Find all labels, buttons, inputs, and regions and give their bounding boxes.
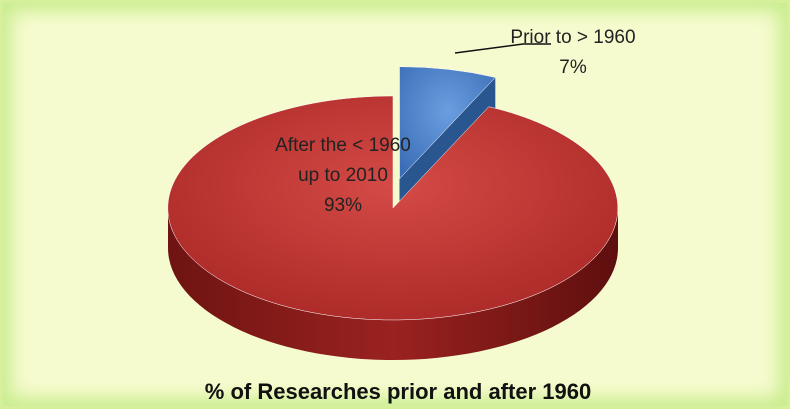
category-label: After the < 1960 up to 2010 <box>275 135 411 186</box>
slice-label: Prior to > 1960 7% <box>498 23 648 83</box>
slice <box>399 66 496 180</box>
value-label: 93% <box>323 195 363 216</box>
slice-side <box>168 208 618 360</box>
pie-plot <box>167 43 618 360</box>
leader-line <box>454 43 551 54</box>
value-label: 7% <box>559 57 587 78</box>
category-label: Prior to > 1960 <box>510 27 636 48</box>
slice-label: After the < 1960 up to 2010 93% <box>273 131 413 221</box>
slice <box>167 95 618 321</box>
chart-title: % of Researches prior and after 1960 <box>204 379 592 404</box>
